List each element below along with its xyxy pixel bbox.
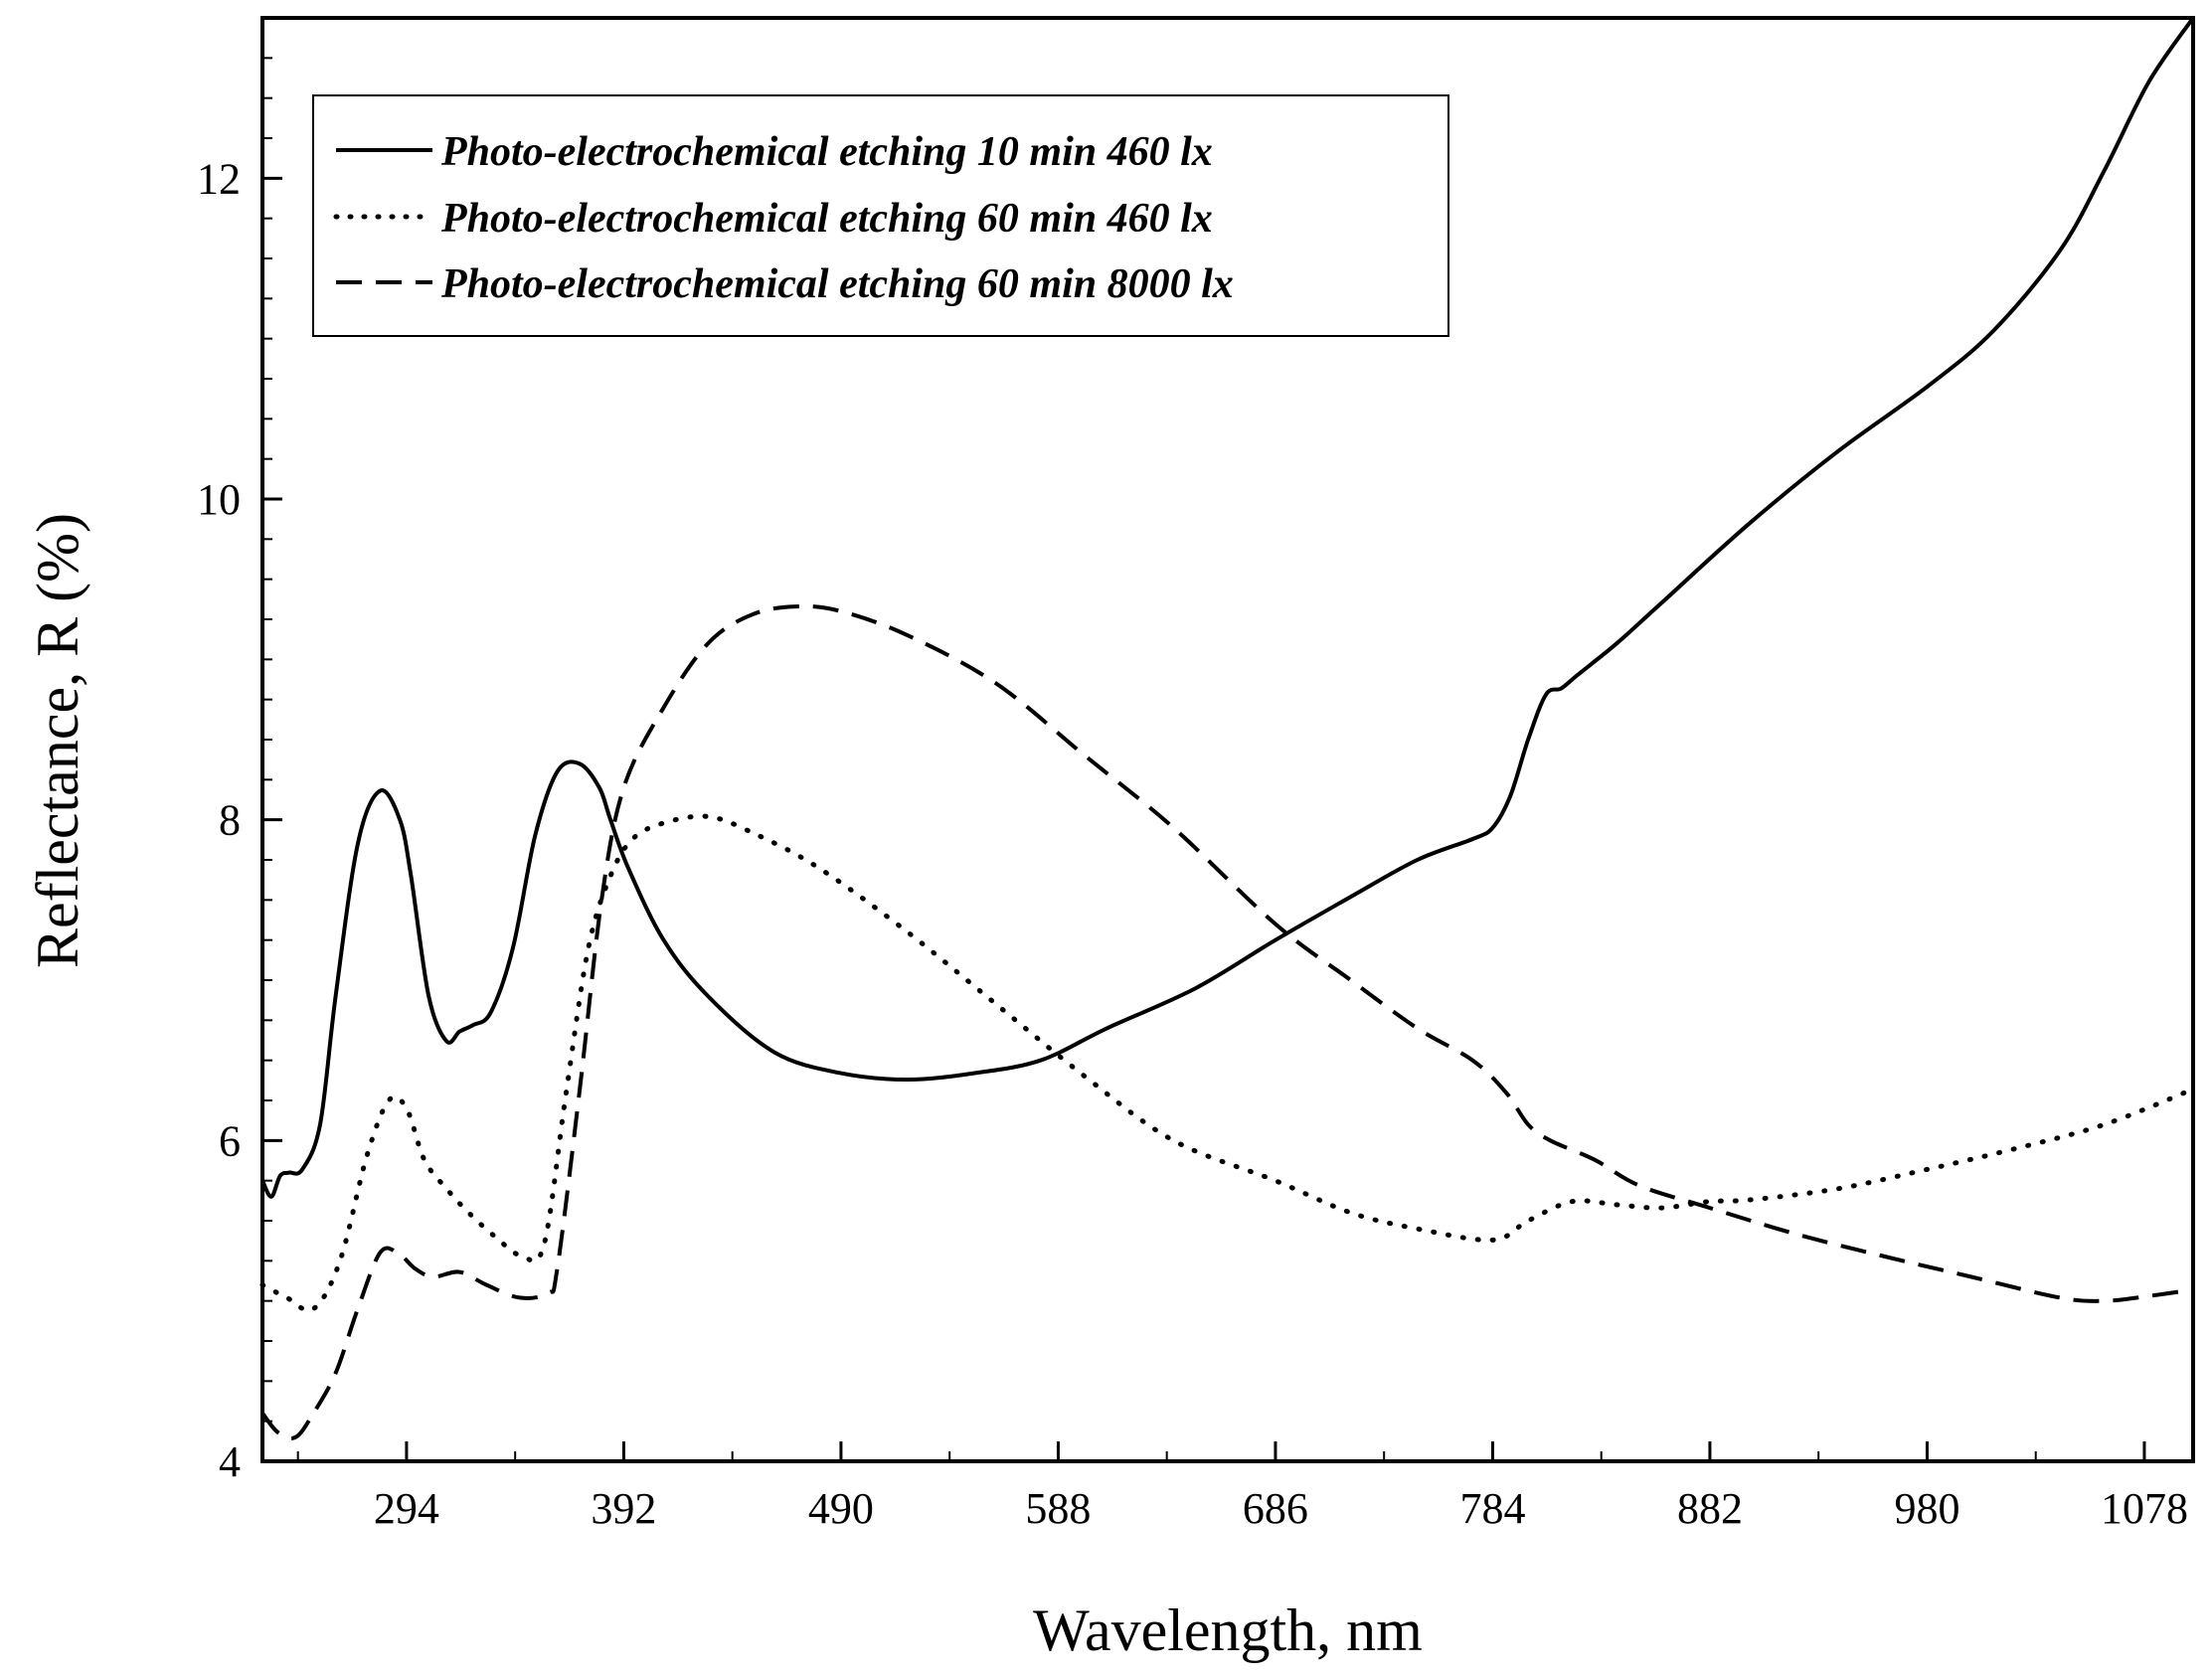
x-tick-label: 490 [808, 1484, 874, 1533]
x-tick-label: 784 [1459, 1484, 1525, 1533]
legend-label-series-2: Photo-electrochemical etching 60 min 460… [440, 196, 1213, 242]
x-tick-label: 980 [1894, 1484, 1959, 1533]
y-axis-ticks: 4 6 8 10 12 [197, 17, 282, 1486]
x-axis-ticks: 294 392 490 588 686 784 882 980 1078 [296, 1441, 2188, 1533]
x-tick-label: 294 [374, 1484, 439, 1533]
series-line-solid [260, 16, 2195, 1199]
legend: Photo-electrochemical etching 10 min 460… [312, 94, 1449, 337]
x-tick-label: 588 [1025, 1484, 1091, 1533]
legend-label-series-3: Photo-electrochemical etching 60 min 800… [440, 261, 1234, 307]
y-tick-label: 10 [197, 475, 241, 524]
legend-label-series-1: Photo-electrochemical etching 10 min 460… [440, 129, 1213, 175]
x-tick-label: 882 [1677, 1484, 1743, 1533]
x-tick-label: 686 [1243, 1484, 1308, 1533]
y-tick-label: 6 [219, 1116, 241, 1165]
series-line-dotted [259, 813, 2196, 1313]
x-tick-label: 1078 [2101, 1484, 2188, 1533]
y-tick-label: 4 [219, 1437, 241, 1486]
series-lines [259, 16, 2196, 1440]
x-axis-title: Wavelength, nm [1033, 1597, 1423, 1663]
y-tick-label: 8 [219, 796, 241, 845]
x-tick-label: 392 [591, 1484, 656, 1533]
legend-box [312, 94, 1449, 337]
y-tick-label: 12 [197, 154, 241, 203]
series-line-dashed [260, 603, 2194, 1440]
y-axis-title: Reflectance, R (%) [25, 513, 90, 968]
